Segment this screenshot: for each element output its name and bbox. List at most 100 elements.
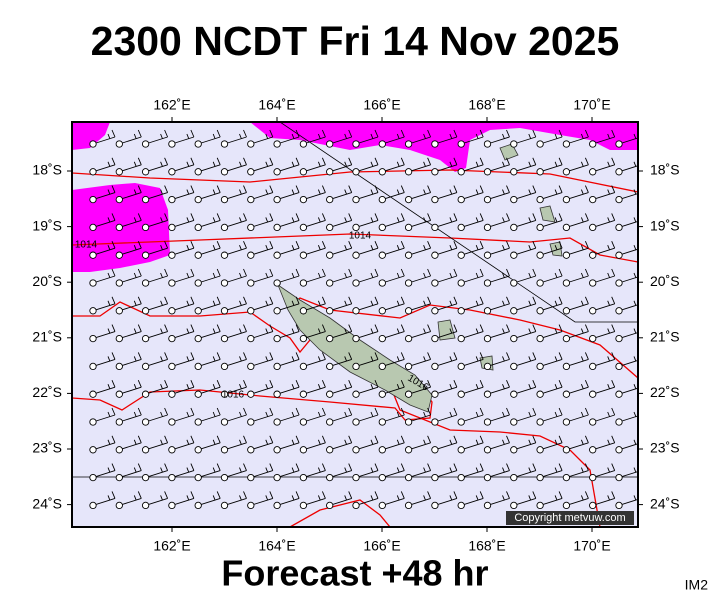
station <box>589 418 597 426</box>
barb <box>148 352 169 366</box>
barb <box>201 185 221 200</box>
station <box>247 501 255 510</box>
station <box>168 140 176 148</box>
barb <box>358 352 379 366</box>
barb <box>358 241 379 255</box>
station <box>141 251 150 259</box>
barb <box>122 407 142 422</box>
station <box>247 473 255 482</box>
station <box>615 473 623 482</box>
barb <box>464 380 484 394</box>
station <box>352 390 360 398</box>
barb <box>122 268 142 283</box>
barb <box>490 213 510 227</box>
sea <box>72 122 638 527</box>
barb <box>253 129 274 144</box>
station <box>404 418 413 426</box>
station <box>431 251 439 259</box>
station <box>483 418 492 426</box>
station <box>220 223 229 232</box>
barb <box>542 157 563 172</box>
station <box>510 473 518 482</box>
station <box>510 362 518 371</box>
barb <box>595 213 616 227</box>
map-area <box>72 122 638 527</box>
barb <box>411 129 432 144</box>
barb <box>516 157 537 172</box>
barb <box>411 296 432 311</box>
station <box>536 446 544 454</box>
lat-label: 21˚S <box>650 329 680 345</box>
barb <box>358 435 379 450</box>
barb <box>385 157 405 172</box>
barb <box>95 491 116 505</box>
barb <box>332 157 353 172</box>
barb <box>253 157 274 172</box>
station <box>247 251 255 259</box>
barb <box>411 380 432 394</box>
barb <box>95 407 116 422</box>
barb <box>542 407 563 422</box>
barb <box>437 380 458 394</box>
barb <box>227 380 247 394</box>
station <box>273 501 281 510</box>
barb <box>95 129 116 144</box>
barb <box>253 241 274 255</box>
station <box>615 307 623 315</box>
station <box>326 223 334 232</box>
station <box>168 168 176 176</box>
barb <box>358 324 379 339</box>
barb <box>253 324 274 339</box>
barb <box>253 268 274 283</box>
station <box>510 446 518 454</box>
barb <box>542 435 563 450</box>
station <box>247 446 255 454</box>
barb <box>542 491 563 505</box>
barb <box>227 491 247 505</box>
station <box>589 168 597 176</box>
wind-barbs <box>89 129 638 510</box>
station <box>141 390 150 398</box>
barb <box>122 380 142 394</box>
barb <box>148 268 169 283</box>
lat-label: 22˚S <box>32 384 62 400</box>
barb <box>542 380 563 394</box>
barb <box>464 435 484 450</box>
station <box>352 418 360 426</box>
station <box>615 501 623 510</box>
barb <box>148 157 169 172</box>
barb <box>95 352 116 366</box>
barb <box>227 213 247 227</box>
station <box>483 279 492 287</box>
barb <box>411 241 432 255</box>
barb <box>201 157 221 172</box>
station <box>510 251 518 259</box>
station <box>352 251 360 259</box>
station <box>115 279 123 287</box>
station <box>378 446 386 454</box>
station <box>141 279 150 287</box>
station <box>220 334 229 343</box>
lat-label: 19˚S <box>32 217 62 233</box>
barb <box>437 324 458 339</box>
station <box>115 251 123 259</box>
station <box>326 140 334 148</box>
barb <box>516 268 537 283</box>
station <box>247 418 255 426</box>
footer: Forecast +48 hr <box>221 553 488 594</box>
barb <box>595 185 616 200</box>
station <box>220 446 229 454</box>
barb <box>227 324 247 339</box>
barb <box>279 463 300 478</box>
station <box>141 334 150 343</box>
barb <box>542 185 563 200</box>
map-frame <box>71 121 639 528</box>
station <box>220 279 229 287</box>
station <box>326 446 334 454</box>
lon-label: 168˚E <box>468 538 505 554</box>
station <box>431 418 439 426</box>
station <box>378 418 386 426</box>
station <box>115 501 123 510</box>
barb <box>332 380 353 394</box>
